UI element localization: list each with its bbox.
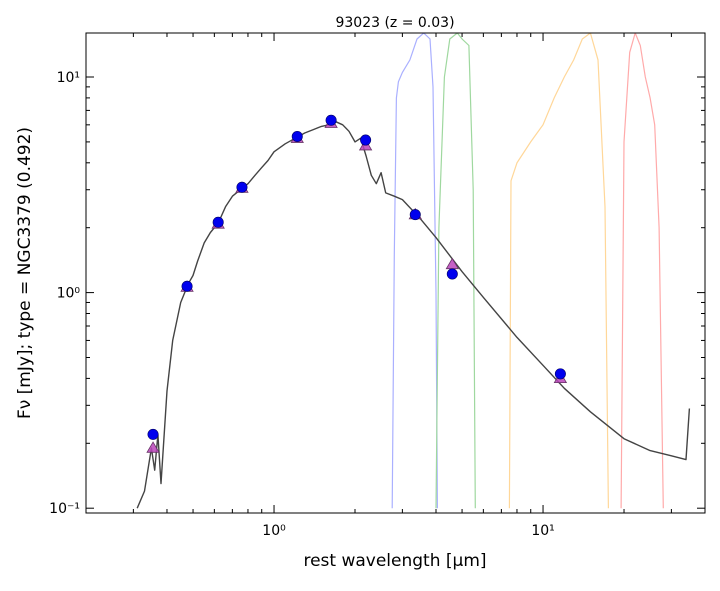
model-point — [146, 441, 160, 453]
y-tick-label: 10⁻¹ — [49, 501, 80, 517]
filter-curve-w4 — [620, 33, 664, 509]
observed-point — [212, 216, 224, 228]
observed-point — [181, 280, 193, 292]
observed-point — [325, 114, 337, 126]
observed-point — [236, 181, 248, 193]
filter-curves — [391, 33, 664, 509]
axis-ticks: 10⁰ 10¹ 10⁻¹ 10⁰ 10¹ — [49, 33, 706, 539]
y-tick-label: 10¹ — [57, 70, 80, 86]
observed-point — [360, 134, 372, 146]
observed-point — [291, 130, 303, 142]
observed-point — [446, 268, 458, 280]
observed-point — [409, 209, 421, 221]
plot-frame — [85, 32, 706, 514]
x-tick-label: 10¹ — [531, 523, 554, 539]
filter-curve-w2 — [435, 33, 476, 509]
filter-curve-w1 — [391, 33, 438, 509]
y-tick-label: 10⁰ — [57, 286, 81, 302]
observed-point — [147, 428, 159, 440]
photometry-points — [146, 114, 568, 453]
y-axis-label: Fν [mJy]; type = NGC3379 (0.492) — [15, 127, 35, 419]
chart-title: 93023 (z = 0.03) — [335, 15, 454, 31]
filter-curve-w3 — [508, 33, 609, 509]
x-axis-label: rest wavelength [μm] — [303, 551, 486, 571]
observed-point — [554, 368, 566, 380]
x-tick-label: 10⁰ — [262, 523, 286, 539]
